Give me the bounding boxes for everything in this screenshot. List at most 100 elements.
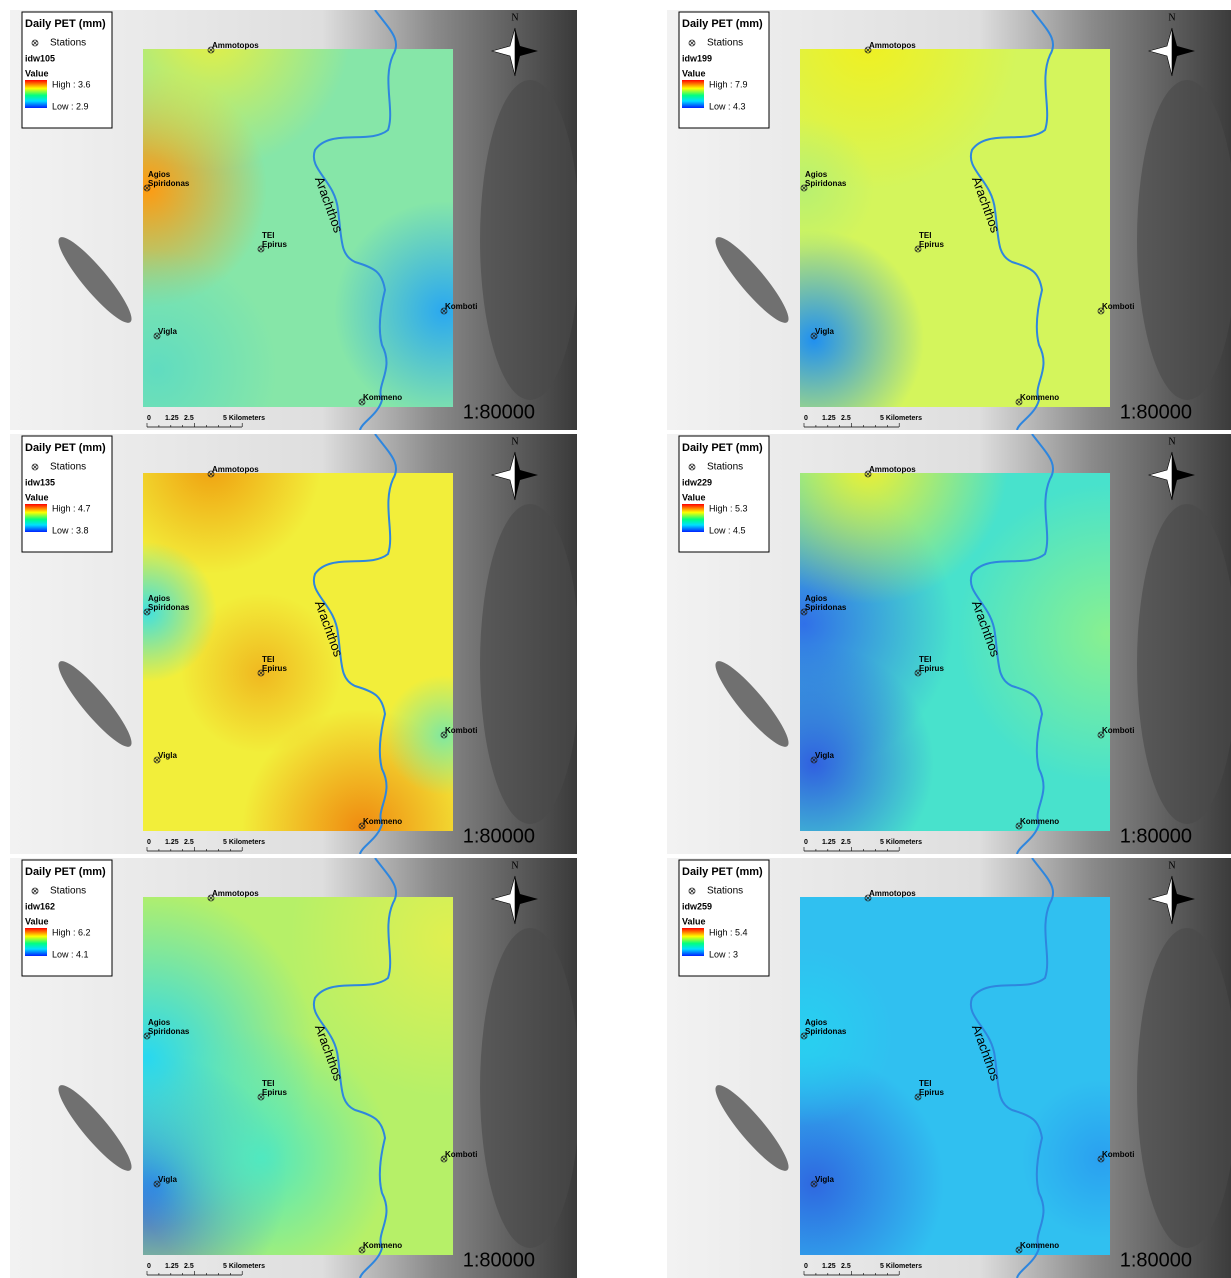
ridge <box>715 661 789 747</box>
station-marker <box>810 332 818 340</box>
surface-spot <box>800 644 934 831</box>
scale-text: 1:80000 <box>1120 401 1192 423</box>
station-marker <box>914 1093 922 1101</box>
ridge <box>58 1085 132 1171</box>
station-label: Komboti <box>445 302 477 311</box>
station-label: Ammotopos <box>869 465 916 474</box>
legend-stations: Stations <box>50 462 86 473</box>
legend-low: Low : 4.3 <box>709 101 746 111</box>
station-marker <box>864 46 872 54</box>
legend-ramp <box>682 504 704 532</box>
station-label: Vigla <box>815 327 835 336</box>
legend-layer: idw229 <box>682 477 712 487</box>
station-label: TEI <box>919 655 931 664</box>
legend-layer: idw259 <box>682 901 712 911</box>
map-panel: ArachthosAmmotoposAgiosSpiridonasTEIEpir… <box>10 858 577 1278</box>
station-label: Ammotopos <box>869 889 916 898</box>
station-label: Agios <box>805 1018 828 1027</box>
surface-spot <box>143 542 217 682</box>
station-marker <box>810 1180 818 1188</box>
station-label: Vigla <box>815 751 835 760</box>
station-label: Spiridonas <box>805 603 847 612</box>
station-marker-x <box>801 185 807 191</box>
north-label: N <box>511 436 518 447</box>
scale-bar-label: 5 Kilometers <box>880 415 922 422</box>
station-label: Agios <box>148 170 171 179</box>
north-arrow-half <box>1147 27 1173 77</box>
station-label: TEI <box>919 231 931 240</box>
legend-box <box>21 11 113 129</box>
surface-spot <box>143 473 321 574</box>
surface-spot <box>334 201 453 407</box>
station-marker <box>207 46 215 54</box>
station-label: Komboti <box>1102 1150 1134 1159</box>
scale-bar-label: 2.5 <box>184 415 194 422</box>
station-marker-x <box>811 333 817 339</box>
legend-box <box>678 435 770 553</box>
station-marker-x <box>1016 399 1022 405</box>
legend-ramp <box>25 928 47 956</box>
station-marker-x <box>208 471 214 477</box>
station-marker <box>864 894 872 902</box>
north-arrow-half <box>490 875 516 925</box>
station-marker-x <box>1098 308 1104 314</box>
scale-bar-label: 2.5 <box>841 1263 851 1270</box>
scale-bar-label: 2.5 <box>841 839 851 846</box>
station-marker <box>143 608 151 616</box>
station-label: Spiridonas <box>148 179 190 188</box>
scale-bar-label: 0 <box>804 1263 808 1270</box>
station-marker-x <box>915 670 921 676</box>
legend-value: Value <box>25 68 49 78</box>
map-panel: ArachthosAmmotoposAgiosSpiridonasTEIEpir… <box>10 10 577 430</box>
surface-spot <box>957 484 1110 784</box>
surface-spot <box>143 250 277 407</box>
north-label: N <box>1168 436 1175 447</box>
river <box>312 434 398 854</box>
scale-bar-label: 5 Kilometers <box>223 1263 265 1270</box>
station-marker-x <box>915 246 921 252</box>
station-marker <box>358 398 366 406</box>
station-label: Epirus <box>262 240 287 249</box>
station-marker <box>257 1093 265 1101</box>
station-marker-x <box>144 609 150 615</box>
legend-title: Daily PET (mm) <box>25 18 106 30</box>
legend-ramp <box>682 928 704 956</box>
map-panel: ArachthosAmmotoposAgiosSpiridonasTEIEpir… <box>10 434 577 854</box>
station-marker-x <box>258 670 264 676</box>
station-marker <box>153 756 161 764</box>
scale-bar-label: 5 Kilometers <box>880 1263 922 1270</box>
station-marker-x <box>154 757 160 763</box>
station-marker-x <box>915 1094 921 1100</box>
station-marker <box>257 245 265 253</box>
legend-value: Value <box>682 68 706 78</box>
river <box>312 858 398 1278</box>
legend-layer: idw105 <box>25 53 55 63</box>
station-marker-x <box>441 308 447 314</box>
station-label: Komboti <box>445 1150 477 1159</box>
idw-surface <box>800 473 1110 831</box>
legend-box <box>21 435 113 553</box>
station-label: Epirus <box>919 240 944 249</box>
scale-text: 1:80000 <box>1120 1249 1192 1271</box>
scale-bar-label: 2.5 <box>184 1263 194 1270</box>
river <box>969 434 1055 854</box>
legend-stations: Stations <box>707 886 743 897</box>
scale-bar-label: 1.25 <box>165 839 179 846</box>
station-marker-x <box>359 399 365 405</box>
legend-station-x <box>689 464 695 470</box>
river <box>312 10 398 430</box>
station-label: Spiridonas <box>805 179 847 188</box>
station-marker <box>1097 1155 1105 1163</box>
scale-bar-label: 0 <box>804 839 808 846</box>
legend-high: High : 4.7 <box>52 503 91 513</box>
station-marker <box>440 731 448 739</box>
legend-station-x <box>689 888 695 894</box>
station-label: Vigla <box>158 751 178 760</box>
station-marker-x <box>208 47 214 53</box>
legend-low: Low : 3.8 <box>52 525 89 535</box>
legend-high: High : 5.4 <box>709 927 748 937</box>
scale-bar-label: 1.25 <box>165 1263 179 1270</box>
station-marker <box>1097 731 1105 739</box>
station-marker-x <box>258 246 264 252</box>
legend-low: Low : 3 <box>709 949 738 959</box>
